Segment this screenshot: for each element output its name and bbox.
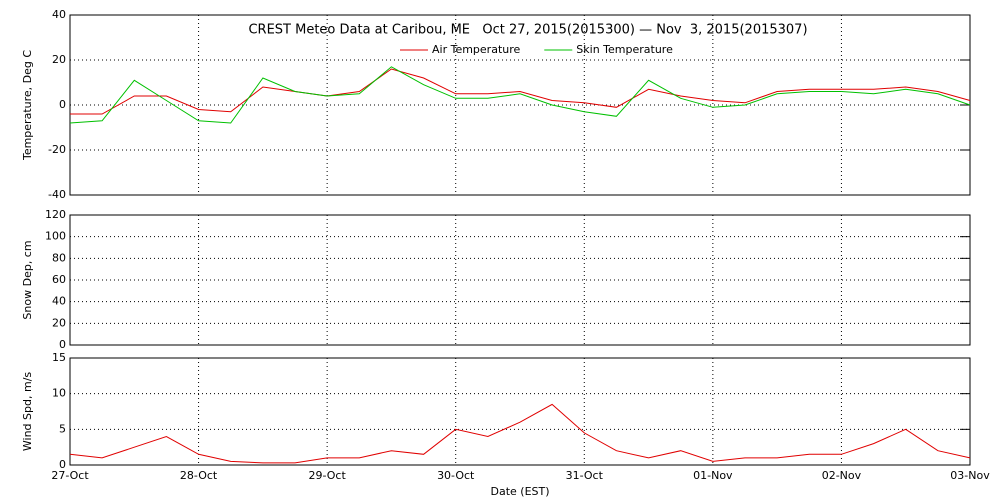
y-tick-label: 20 [52,53,66,66]
x-tick-label: 02-Nov [822,469,862,482]
y-tick-label: 100 [45,230,66,243]
x-tick-label: 31-Oct [566,469,604,482]
x-tick-label: 03-Nov [950,469,990,482]
y-tick-label: 60 [52,273,66,286]
y-tick-label: -40 [48,188,66,201]
y-tick-label: 120 [45,208,66,221]
series-line [69,66,971,124]
y-tick-label: 40 [52,8,66,21]
y-tick-label: -20 [48,143,66,156]
y-tick-label: 0 [59,98,66,111]
x-axis-label: Date (EST) [490,485,549,498]
legend-label: Skin Temperature [576,43,673,56]
x-tick-label: 30-Oct [437,469,475,482]
series-line [69,403,971,464]
series-line [70,68,971,115]
y-axis-label: Snow Dep, cm [21,240,34,319]
y-tick-label: 80 [52,251,66,264]
legend-label: Air Temperature [432,43,521,56]
y-axis-label: Wind Spd, m/s [21,372,34,452]
x-tick-label: 01-Nov [693,469,733,482]
chart-title: CREST Meteo Data at Caribou, ME Oct 27, … [248,23,807,38]
x-tick-label: 29-Oct [308,469,346,482]
y-tick-label: 15 [52,351,66,364]
y-tick-label: 10 [52,387,66,400]
y-tick-label: 20 [52,316,66,329]
x-tick-label: 27-Oct [51,469,89,482]
plot-frame [69,357,971,466]
y-tick-label: 0 [59,458,66,471]
x-tick-label: 28-Oct [180,469,218,482]
y-tick-label: 40 [52,295,66,308]
y-axis-label: Temperature, Deg C [21,50,34,161]
y-tick-label: 0 [59,338,66,351]
y-tick-label: 5 [59,422,66,435]
